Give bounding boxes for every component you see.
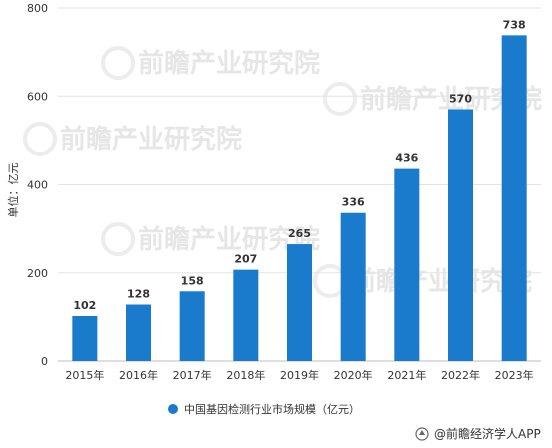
y-tick-label: 400 <box>27 179 48 192</box>
x-tick-label: 2017年 <box>173 368 212 382</box>
x-tick-label: 2022年 <box>441 368 480 382</box>
data-label: 207 <box>234 253 257 266</box>
bar <box>72 315 98 361</box>
y-tick-label: 800 <box>27 2 48 15</box>
watermark-logo-icon <box>101 46 135 80</box>
bar <box>448 109 473 361</box>
data-label: 738 <box>503 18 526 31</box>
x-tick-label: 2020年 <box>334 368 373 382</box>
watermark: 前瞻产业研究院 <box>101 222 320 256</box>
source-logo-mark-icon <box>419 430 425 435</box>
bar <box>233 269 259 361</box>
y-axis-title: 单位：亿元 <box>6 163 20 218</box>
bar <box>287 244 312 361</box>
x-tick-label: 2021年 <box>387 368 426 382</box>
x-tick-label: 2023年 <box>495 368 534 382</box>
x-tick-label: 2016年 <box>119 368 158 382</box>
source-logo-icon <box>415 427 429 441</box>
watermark-logo-icon <box>323 82 357 116</box>
watermark-logo-icon <box>313 264 347 298</box>
bar <box>501 35 527 362</box>
watermark-logo-icon <box>101 222 135 256</box>
watermark-logo-icon <box>23 122 57 156</box>
data-label: 436 <box>395 152 418 165</box>
data-label: 336 <box>342 196 365 209</box>
value-labels: 102 128 158 207 265 336 436 570 738 <box>73 18 525 312</box>
data-label: 158 <box>181 274 204 287</box>
bar <box>340 212 366 361</box>
watermark: 前瞻产业研究院 <box>23 122 242 156</box>
bar <box>179 291 205 361</box>
legend-swatch-icon <box>168 404 178 414</box>
watermark: 前瞻产业研究院 <box>101 46 320 80</box>
watermark-text: 前瞻产业研究院 <box>138 48 320 79</box>
bars <box>72 35 527 362</box>
data-label: 570 <box>449 92 472 105</box>
x-tick-label: 2015年 <box>65 368 104 382</box>
legend-label: 中国基因检测行业市场规模（亿元） <box>184 402 360 416</box>
x-tick-label: 2018年 <box>226 368 265 382</box>
y-tick-label: 0 <box>41 355 48 368</box>
y-axis-ticks: 0 200 400 600 800 <box>27 2 48 368</box>
source-credit: @前瞻经济学人APP <box>415 426 541 441</box>
data-label: 102 <box>73 299 96 312</box>
x-axis-ticks: 2015年 2016年 2017年 2018年 2019年 2020年 2021年 2022年… <box>65 368 533 382</box>
legend: 中国基因检测行业市场规模（亿元） <box>168 402 360 416</box>
bar <box>394 168 420 361</box>
source-label: @前瞻经济学人APP <box>434 426 541 441</box>
y-tick-label: 200 <box>27 267 48 280</box>
data-label: 128 <box>127 288 150 301</box>
watermark-text: 前瞻产业研究院 <box>60 124 242 155</box>
x-tick-label: 2019年 <box>280 368 319 382</box>
y-tick-label: 600 <box>27 90 48 103</box>
bar <box>126 304 151 361</box>
data-label: 265 <box>288 227 311 240</box>
